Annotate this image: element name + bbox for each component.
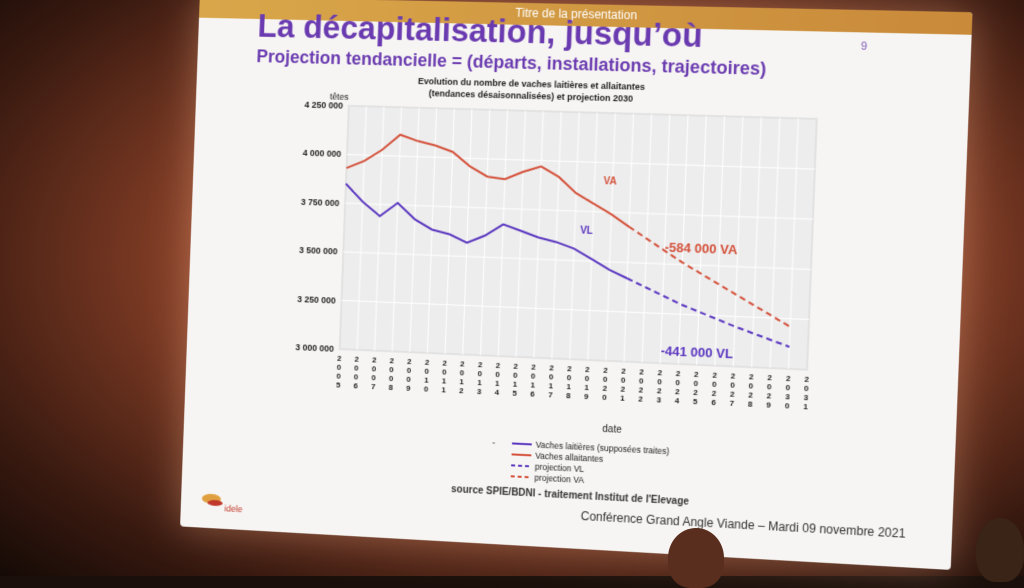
x-tick-label: 2016: [530, 362, 536, 398]
annotation-label: VL: [580, 225, 593, 237]
x-tick-label: 2028: [748, 372, 755, 409]
x-tick-label: 2018: [566, 364, 572, 400]
chart-legend: - Vaches laitières (supposées traites)Vac…: [491, 437, 670, 489]
x-tick-label: 2014: [494, 361, 500, 397]
x-axis-label: date: [602, 424, 622, 436]
logo-text: idele: [224, 503, 243, 514]
audience-person-left: [668, 528, 724, 588]
legend-swatch: [512, 443, 532, 444]
projected-slide: Titre de la présentation 9 La décapitali…: [180, 0, 972, 570]
legend-label: projection VA: [534, 472, 584, 485]
x-tick-label: 2020: [602, 366, 608, 402]
y-tick-label: 4 000 000: [302, 148, 341, 159]
y-tick-label: 4 250 000: [304, 100, 343, 111]
x-tick-label: 2017: [548, 363, 554, 399]
x-tick-label: 2025: [693, 370, 700, 407]
x-tick-label: 2023: [656, 368, 663, 405]
x-tick-label: 2030: [785, 374, 792, 411]
y-tick-label: 3 000 000: [295, 342, 334, 354]
x-tick-label: 2011: [441, 358, 447, 394]
idele-logo: idele: [199, 488, 246, 516]
legend-swatch: [511, 465, 531, 466]
annotation-label: VA: [603, 176, 617, 188]
x-tick-label: 2021: [620, 366, 626, 402]
x-tick-label: 2027: [729, 371, 736, 408]
slide-page-number: 9: [860, 41, 867, 53]
x-tick-label: 2007: [371, 355, 377, 391]
annotation-label: -584 000 VA: [664, 240, 737, 258]
x-tick-label: 2008: [388, 356, 394, 392]
x-tick-label: 2010: [424, 358, 430, 394]
y-tick-label: 3 750 000: [301, 197, 340, 208]
x-tick-label: 2009: [406, 357, 412, 393]
legend-swatch: [511, 476, 531, 477]
x-tick-label: 2026: [711, 370, 718, 407]
x-tick-label: 2012: [459, 359, 465, 395]
y-tick-label: 3 500 000: [299, 245, 338, 256]
y-tick-label: 3 250 000: [297, 294, 336, 306]
legend-swatch: [512, 454, 532, 455]
legend-marker: -: [492, 437, 495, 447]
x-tick-label: 2024: [675, 369, 682, 406]
x-tick-label: 2022: [638, 367, 644, 404]
x-tick-label: 2005: [336, 354, 342, 390]
annotation-label: -441 000 VL: [660, 343, 733, 361]
x-tick-label: 2019: [584, 365, 590, 401]
x-tick-label: 2015: [512, 362, 518, 398]
x-tick-label: 2031: [803, 375, 810, 412]
x-tick-label: 2029: [766, 373, 773, 410]
x-tick-label: 2006: [353, 355, 359, 391]
audience-person-right: [976, 518, 1024, 582]
x-tick-label: 2013: [477, 360, 483, 396]
